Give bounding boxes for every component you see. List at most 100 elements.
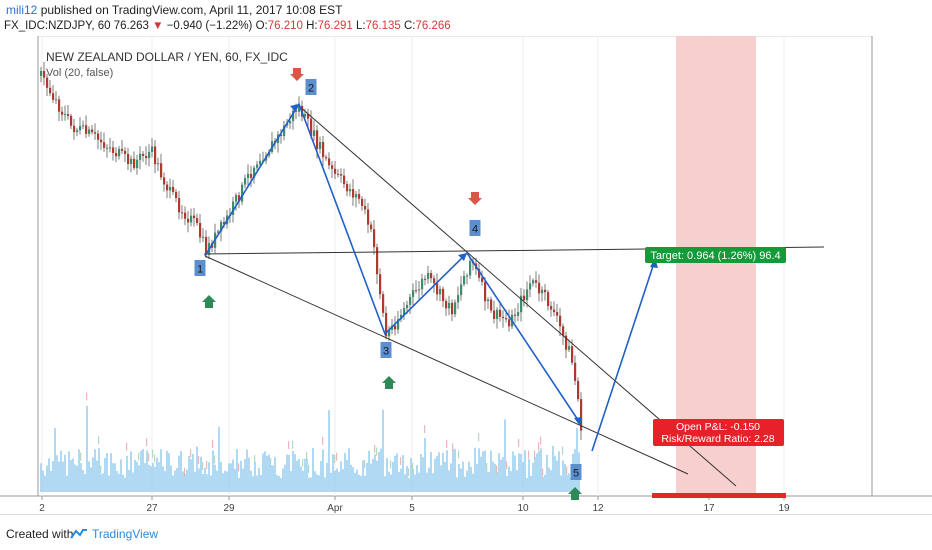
volume-bar — [436, 455, 438, 492]
volume-spike — [146, 438, 148, 447]
volume-bar — [156, 457, 158, 492]
volume-bar — [552, 445, 554, 492]
volume-bar — [358, 474, 360, 492]
candle-body — [496, 309, 499, 319]
volume-spike — [288, 441, 290, 450]
candle-body — [529, 283, 532, 290]
volume-bar — [92, 457, 94, 492]
volume-bar — [166, 450, 168, 492]
volume-spike — [152, 449, 154, 458]
volume-bar — [508, 466, 510, 492]
volume-bar — [184, 474, 186, 492]
candle-body — [145, 155, 148, 159]
volume-bar — [62, 461, 64, 492]
volume-spike — [100, 465, 102, 474]
volume-bar — [150, 466, 152, 492]
candle-body — [463, 275, 466, 285]
candle-body — [376, 247, 379, 275]
volume-bar — [78, 449, 80, 492]
volume-spike — [400, 457, 402, 466]
candle-body — [142, 153, 145, 156]
volume-bar — [232, 459, 234, 492]
candle-body — [367, 209, 370, 225]
arrowhead-2 — [290, 104, 299, 112]
volume-bar — [144, 463, 146, 492]
volume-bar — [388, 471, 390, 492]
candle-body — [85, 125, 88, 134]
volume-bar — [48, 458, 50, 492]
candle-body — [67, 114, 70, 116]
volume-bar — [396, 453, 398, 492]
volume-bar — [564, 464, 566, 492]
projection-line — [591, 259, 656, 452]
candle-body — [88, 129, 91, 134]
author-link[interactable]: mili12 — [6, 3, 38, 17]
volume-bar — [202, 474, 204, 492]
candle-body — [247, 173, 250, 179]
volume-bar — [160, 449, 162, 492]
volume-bar — [256, 475, 258, 492]
volume-bar — [376, 460, 378, 492]
quote-line: FX_IDC:NZDJPY, 60 76.263 ▼ −0.940 (−1.22… — [4, 20, 451, 32]
candle-body — [235, 195, 238, 202]
volume-bar — [472, 473, 474, 492]
volume-bar — [442, 452, 444, 492]
volume-bar — [258, 468, 260, 492]
volume-bar — [98, 448, 100, 492]
volume-bar — [550, 470, 552, 492]
candle-body — [538, 282, 541, 294]
volume-bar — [58, 461, 60, 492]
candle-body — [196, 218, 199, 224]
close-value: 76.266 — [415, 20, 451, 32]
volume-spike — [478, 433, 480, 442]
volume-bar — [76, 465, 78, 492]
candle-body — [397, 319, 400, 330]
candle-body — [439, 288, 442, 295]
volume-bar — [496, 472, 498, 492]
volume-bar — [206, 474, 208, 492]
volume-bar — [400, 468, 402, 492]
volume-bar — [54, 428, 56, 492]
volume-spike — [238, 463, 240, 472]
candle-body — [328, 158, 331, 166]
volume-bar — [512, 451, 514, 492]
candle-body — [520, 295, 523, 313]
candle-body — [76, 130, 79, 133]
volume-bar — [342, 469, 344, 492]
candle-body — [184, 212, 187, 219]
volume-bar — [248, 457, 250, 492]
candle-body — [433, 278, 436, 284]
volume-bar — [374, 454, 376, 492]
volume-bar — [392, 461, 394, 492]
volume-bar — [130, 451, 132, 492]
volume-bar — [360, 475, 362, 492]
candle-body — [355, 194, 358, 198]
volume-bar — [110, 453, 112, 492]
candle-body — [163, 177, 166, 185]
candle-body — [562, 326, 565, 336]
x-tick-label: Apr — [327, 503, 343, 514]
candle-body — [478, 268, 481, 278]
tradingview-link[interactable]: TradingView — [92, 527, 159, 541]
volume-bar — [264, 451, 266, 492]
candle-body — [202, 236, 205, 238]
volume-bar — [180, 450, 182, 492]
volume-bar — [294, 454, 296, 492]
volume-bar — [278, 475, 280, 492]
volume-spike — [148, 453, 150, 462]
volume-bar — [478, 448, 480, 492]
volume-bar — [370, 463, 372, 492]
candle-body — [556, 312, 559, 316]
candle-body — [481, 277, 484, 282]
volume-bar — [554, 455, 556, 492]
candle-body — [154, 146, 157, 165]
candle-body — [550, 306, 553, 310]
candle-body — [361, 198, 364, 206]
volume-bar — [240, 460, 242, 492]
candle-body — [559, 315, 562, 327]
volume-bar — [548, 467, 550, 492]
volume-bar — [116, 471, 118, 492]
candle-body — [580, 399, 583, 431]
volume-bar — [488, 472, 490, 492]
